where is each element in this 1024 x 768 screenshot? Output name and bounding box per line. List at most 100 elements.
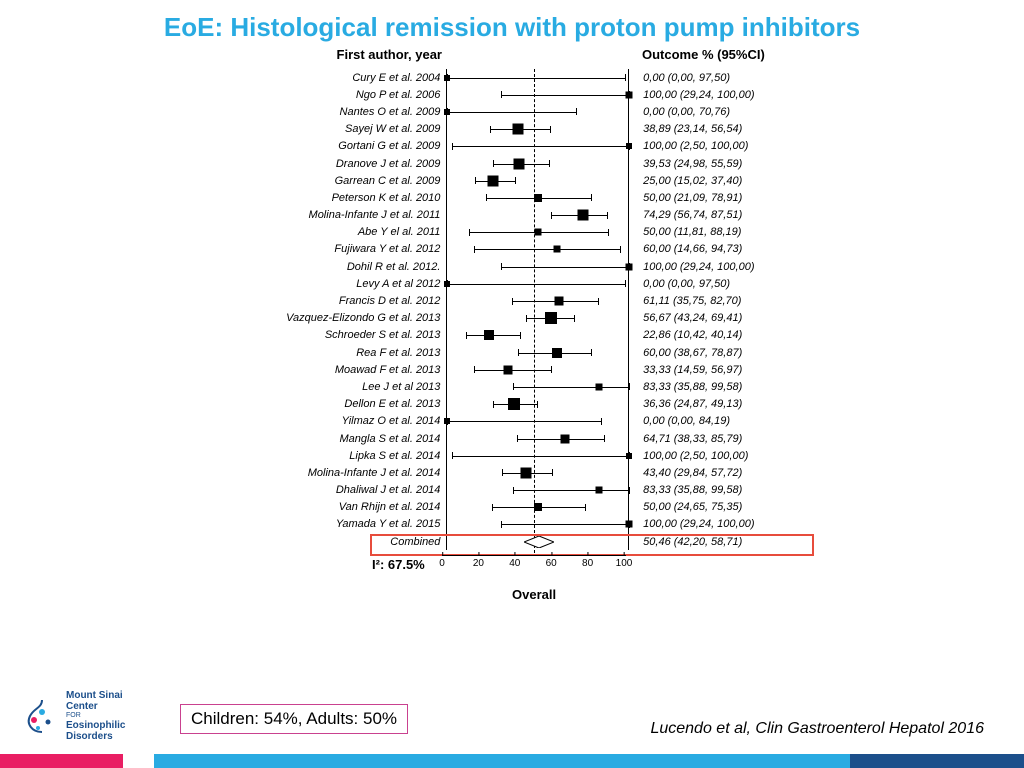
study-label: Molina-Infante J et al. 2011	[212, 209, 446, 221]
study-row: Rea F et al. 201360,00 (38,67, 78,87)	[212, 344, 812, 361]
study-label: Ngo P et al. 2006	[212, 89, 446, 101]
slide-title: EoE: Histological remission with proton …	[0, 0, 1024, 47]
axis-tick: 0	[439, 558, 445, 569]
plot-cell	[446, 533, 629, 550]
outcome-text: 100,00 (29,24, 100,00)	[629, 261, 812, 273]
point-marker	[626, 143, 632, 149]
plot-cell	[446, 121, 629, 138]
plot-cell	[446, 172, 629, 189]
study-row: Nantes O et al. 20090,00 (0,00, 70,76)	[212, 103, 812, 120]
plot-cell	[446, 344, 629, 361]
footer: Mount Sinai Center FOR Eosinophilic Diso…	[0, 698, 1024, 768]
point-marker	[487, 175, 498, 186]
study-label: Peterson K et al. 2010	[212, 192, 446, 204]
combined-row: Combined 50,46 (42,20, 58,71)	[212, 533, 812, 550]
point-marker	[596, 383, 603, 390]
study-row: Schroeder S et al. 2013 22,86 (10,42, 40,…	[212, 327, 812, 344]
study-label: Mangla S et al. 2014	[212, 433, 446, 445]
study-label: Garrean C et al. 2009	[212, 175, 446, 187]
point-marker	[552, 348, 562, 358]
study-label: Abe Y el al. 2011	[212, 226, 446, 238]
point-marker	[444, 281, 450, 287]
outcome-text: 83,33 (35,88, 99,58)	[629, 381, 812, 393]
outcome-text: 33,33 (14,59, 56,97)	[629, 364, 812, 376]
study-label: Yilmaz O et al. 2014	[212, 415, 446, 427]
point-marker	[534, 503, 542, 511]
study-row: Levy A et al 20120,00 (0,00, 97,50)	[212, 275, 812, 292]
outcome-text: 83,33 (35,88, 99,58)	[629, 484, 812, 496]
plot-cell	[446, 516, 629, 533]
study-label: Nantes O et al. 2009	[212, 106, 446, 118]
outcome-text: 50,00 (21,09, 78,91)	[629, 192, 812, 204]
point-marker	[484, 330, 494, 340]
plot-cell	[446, 413, 629, 430]
point-marker	[561, 434, 570, 443]
study-label: Moawad F et al. 2013	[212, 364, 446, 376]
header-author: First author, year	[212, 47, 442, 62]
plot-cell	[446, 310, 629, 327]
plot-cell	[446, 258, 629, 275]
study-row: Cury E et al. 20040,00 (0,00, 97,50)	[212, 69, 812, 86]
axis-tick: 60	[546, 558, 557, 569]
plot-cell	[446, 207, 629, 224]
study-row: Sayej W et al. 200938,89 (23,14, 56,54)	[212, 121, 812, 138]
plot-cell	[446, 430, 629, 447]
plot-cell	[446, 155, 629, 172]
outcome-text: 61,11 (35,75, 82,70)	[629, 295, 812, 307]
axis-tick: 20	[473, 558, 484, 569]
point-marker	[504, 365, 513, 374]
plot-cell	[446, 396, 629, 413]
outcome-text: 100,00 (2,50, 100,00)	[629, 450, 812, 462]
plot-cell	[446, 275, 629, 292]
bottom-bar	[0, 754, 1024, 768]
study-label: Lee J et al 2013	[212, 381, 446, 393]
outcome-text: 100,00 (29,24, 100,00)	[629, 518, 812, 530]
plot-cell	[446, 189, 629, 206]
plot-cell	[446, 464, 629, 481]
study-row: Garrean C et al. 2009 25,00 (15,02, 37,40…	[212, 172, 812, 189]
logo-icon	[24, 698, 60, 734]
outcome-text: 22,86 (10,42, 40,14)	[629, 329, 812, 341]
point-marker	[513, 124, 524, 135]
point-marker	[626, 91, 633, 98]
study-row: Molina-Infante J et al. 201443,40 (29,84…	[212, 464, 812, 481]
point-marker	[554, 297, 563, 306]
axis-tick: 80	[582, 558, 593, 569]
outcome-text: 74,29 (56,74, 87,51)	[629, 209, 812, 221]
plot-cell	[446, 482, 629, 499]
study-row: Ngo P et al. 2006100,00 (29,24, 100,00)	[212, 86, 812, 103]
point-marker	[553, 246, 560, 253]
plot-cell	[446, 327, 629, 344]
point-marker	[444, 75, 450, 81]
point-marker	[626, 521, 633, 528]
logo-text: Mount Sinai Center FOR Eosinophilic Diso…	[66, 690, 125, 742]
point-marker	[444, 109, 450, 115]
study-row: Lee J et al 2013 83,33 (35,88, 99,58)	[212, 378, 812, 395]
forest-plot: First author, year Outcome % (95%CI) Cur…	[212, 47, 812, 627]
outcome-text: 50,46 (42,20, 58,71)	[629, 536, 812, 548]
study-row: Vazquez-Elizondo G et al. 201356,67 (43,…	[212, 310, 812, 327]
citation: Lucendo et al, Clin Gastroenterol Hepato…	[650, 720, 984, 738]
plot-cell	[446, 138, 629, 155]
plot-cell	[446, 86, 629, 103]
outcome-text: 25,00 (15,02, 37,40)	[629, 175, 812, 187]
plot-cell	[446, 378, 629, 395]
outcome-text: 36,36 (24,87, 49,13)	[629, 398, 812, 410]
study-label: Fujiwara Y et al. 2012	[212, 243, 446, 255]
plot-cell	[446, 224, 629, 241]
point-marker	[534, 194, 542, 202]
combined-label: Combined	[212, 536, 446, 548]
study-row: Dhaliwal J et al. 201483,33 (35,88, 99,5…	[212, 482, 812, 499]
study-row: Moawad F et al. 2013 33,33 (14,59, 56,97)	[212, 361, 812, 378]
plot-cell	[446, 447, 629, 464]
study-label: Vazquez-Elizondo G et al. 2013	[212, 312, 446, 324]
study-label: Schroeder S et al. 2013	[212, 329, 446, 341]
overall-label: Overall	[512, 587, 556, 602]
bar-segment	[850, 754, 1024, 768]
outcome-text: 50,00 (24,65, 75,35)	[629, 501, 812, 513]
point-marker	[626, 453, 632, 459]
outcome-text: 43,40 (29,84, 57,72)	[629, 467, 812, 479]
study-row: Gortani G et al. 2009100,00 (2,50, 100,0…	[212, 138, 812, 155]
outcome-text: 0,00 (0,00, 97,50)	[629, 278, 812, 290]
logo: Mount Sinai Center FOR Eosinophilic Diso…	[24, 690, 125, 742]
